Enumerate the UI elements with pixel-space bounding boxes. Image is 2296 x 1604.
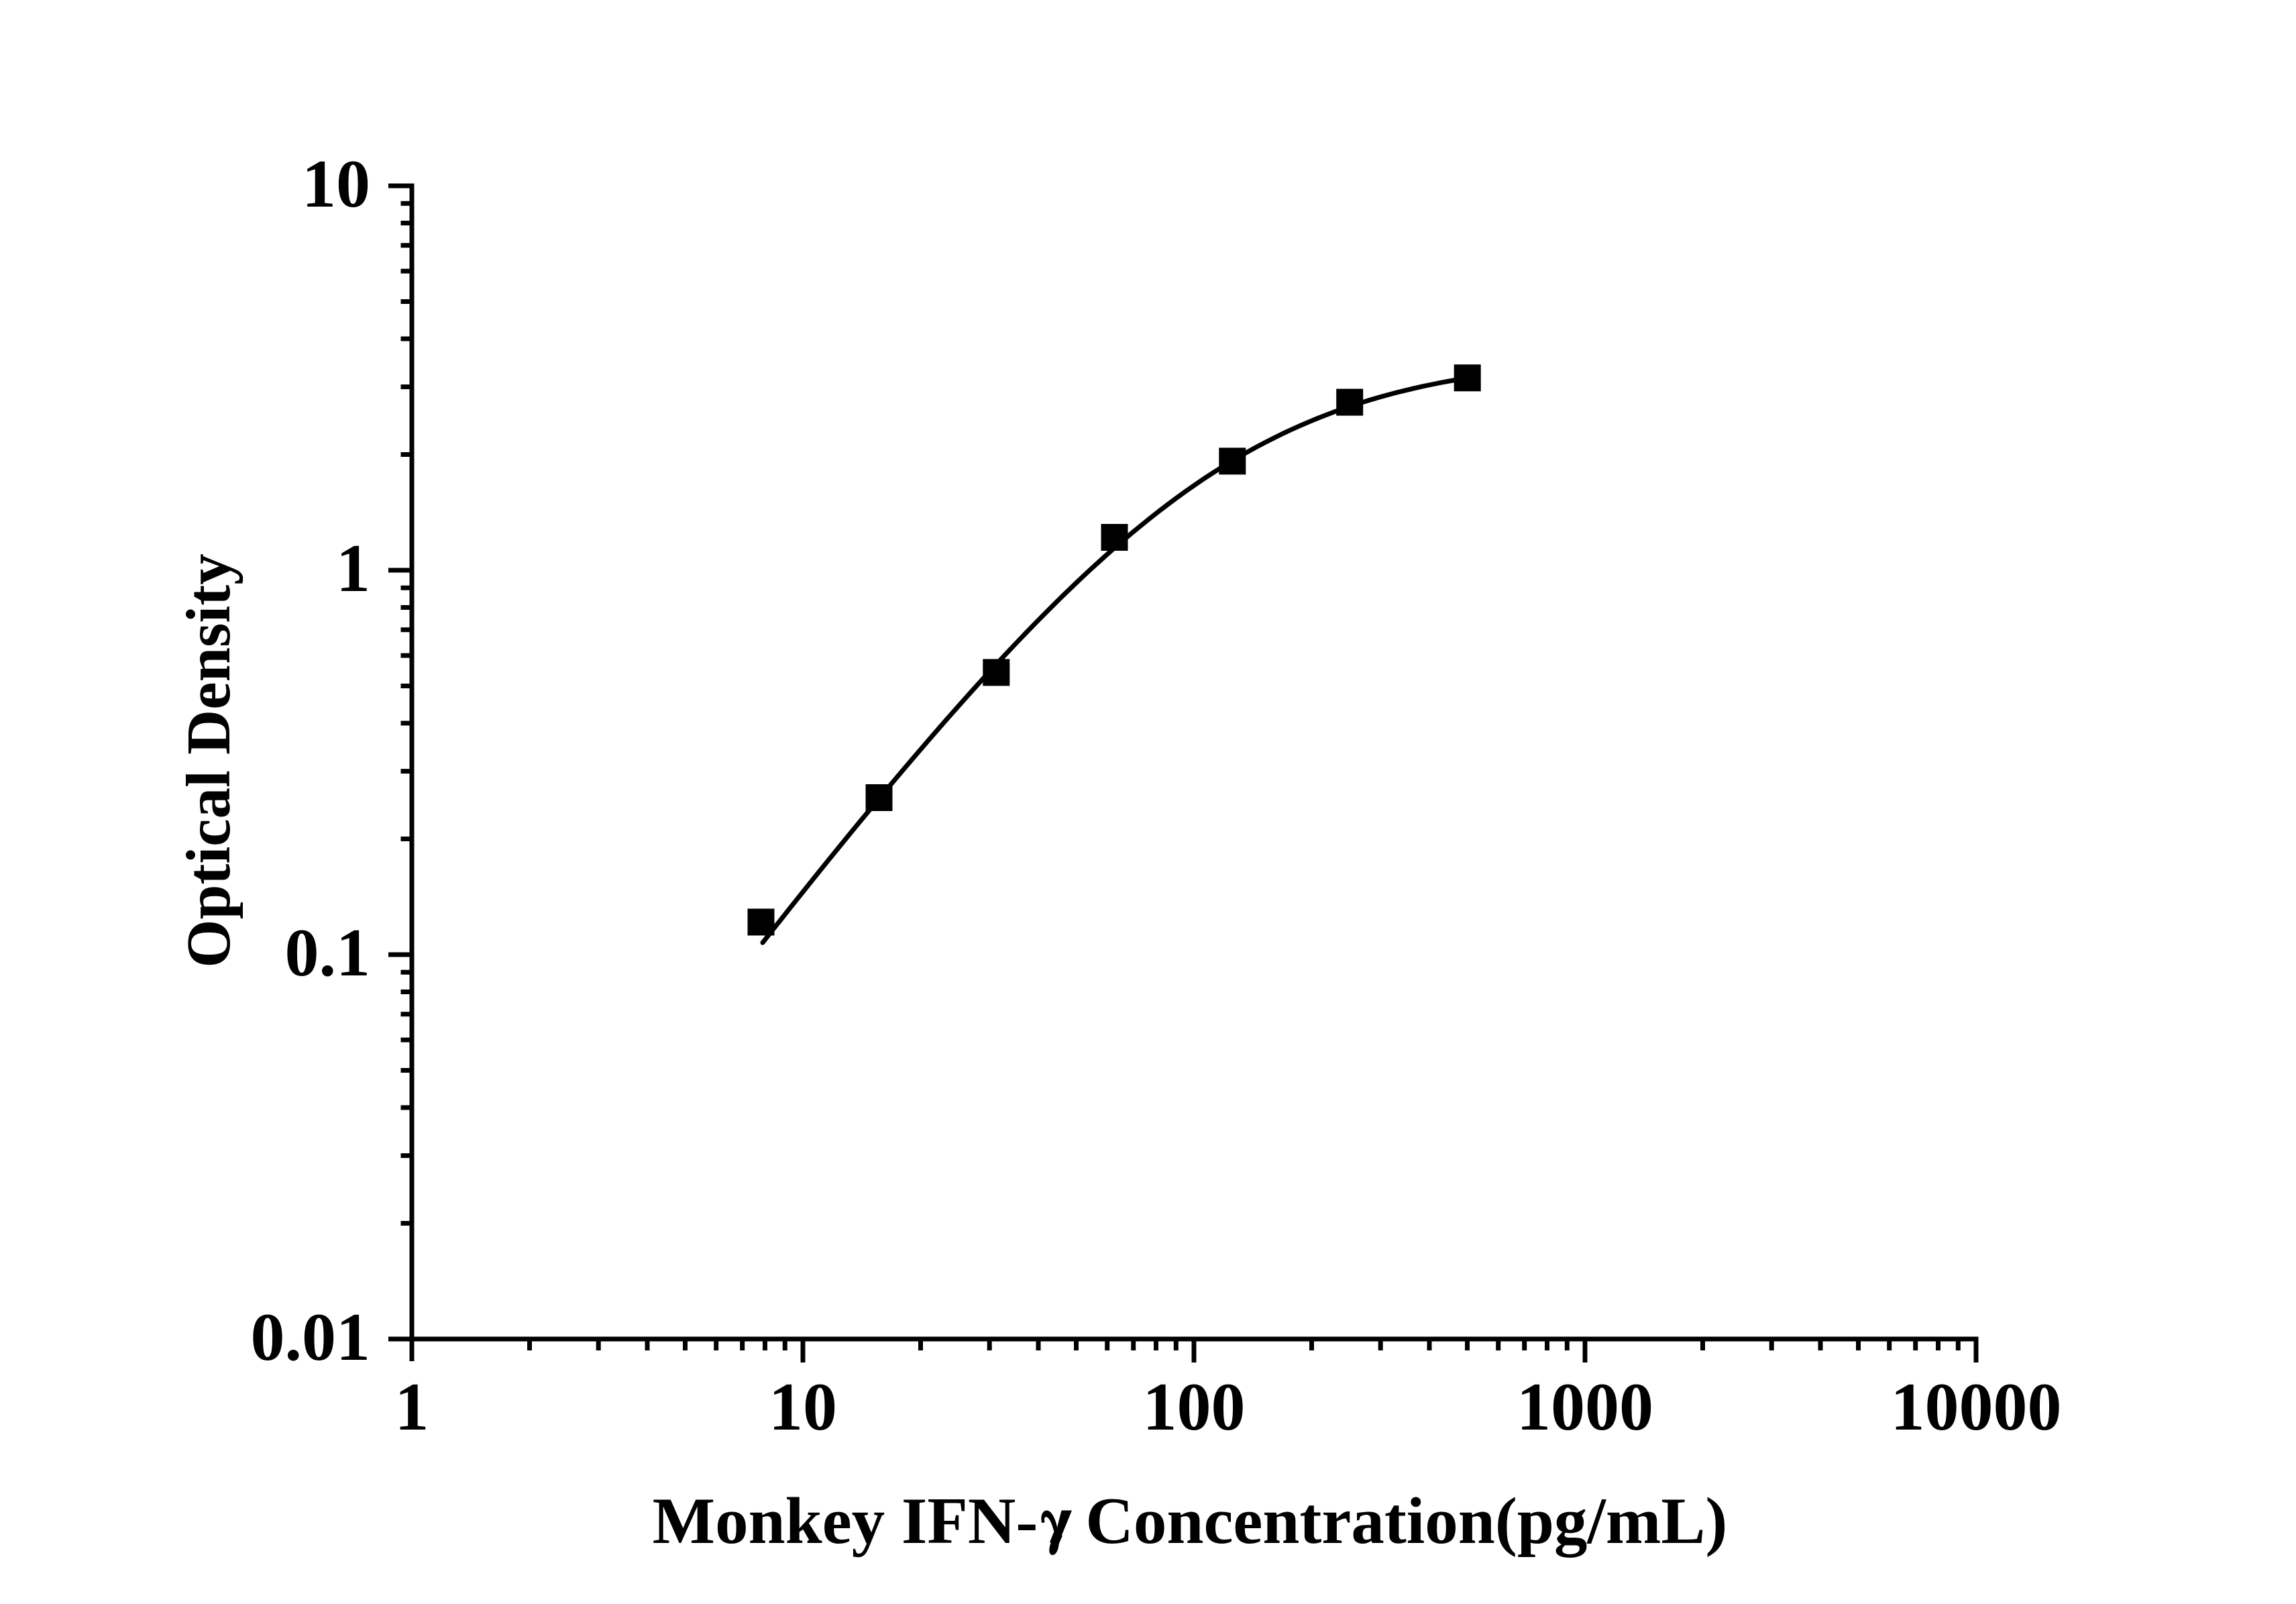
- svg-text:1000: 1000: [1517, 1369, 1653, 1445]
- svg-text:100: 100: [1143, 1369, 1246, 1445]
- svg-text:Monkey IFN-γ Concentration(pg/: Monkey IFN-γ Concentration(pg/mL): [653, 1485, 1728, 1558]
- svg-text:0.01: 0.01: [251, 1299, 371, 1375]
- svg-text:0.1: 0.1: [285, 915, 371, 991]
- svg-text:10000: 10000: [1891, 1369, 2062, 1445]
- svg-text:Optical Density: Optical Density: [174, 553, 243, 967]
- svg-text:1: 1: [336, 531, 370, 606]
- svg-text:10: 10: [302, 146, 370, 222]
- svg-text:10: 10: [769, 1369, 837, 1445]
- svg-text:1: 1: [395, 1369, 429, 1445]
